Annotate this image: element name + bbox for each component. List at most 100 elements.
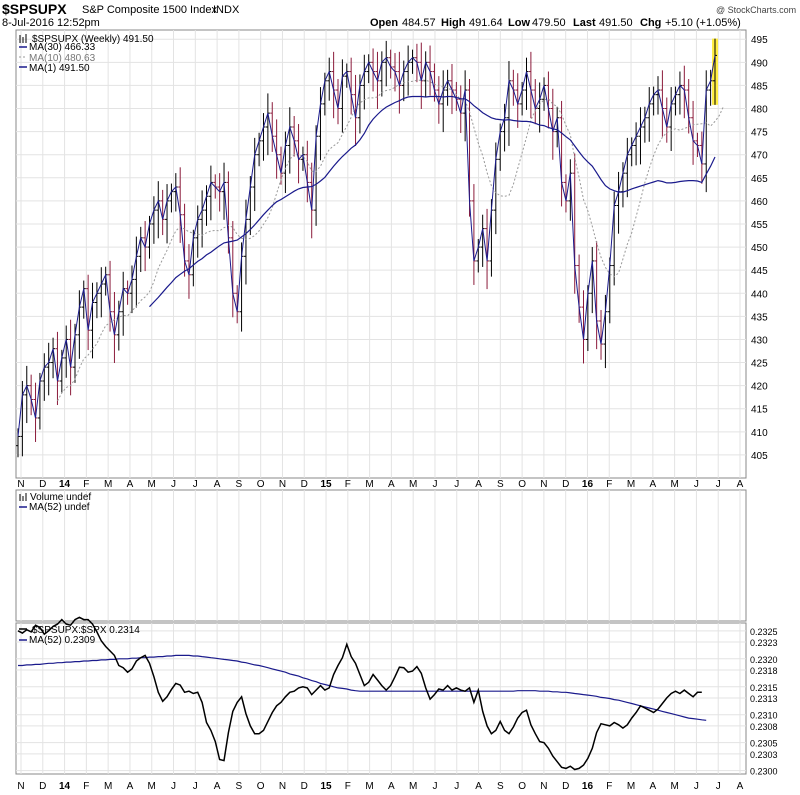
ratio-y-tick: 0.2303 [750, 750, 778, 760]
price-y-tick: 475 [751, 128, 768, 139]
x-tick-label: 16 [582, 781, 594, 792]
x-tick-label: N [279, 781, 286, 792]
price-y-tick: 405 [751, 451, 768, 462]
x-tick-label: N [17, 479, 24, 490]
price-y-tick: 490 [751, 58, 768, 69]
x-tick-label: 16 [582, 479, 594, 490]
price-panel [15, 29, 747, 479]
x-tick-label: 14 [59, 479, 71, 490]
price-x-axis: N D 14 F M A M J J A S O N D 15 F M A M J J A S O N D 16 F M A M J J A [17, 479, 743, 490]
x-tick-label: A [214, 479, 221, 490]
watermark: @ StockCharts.com [716, 5, 796, 15]
x-tick-label: J [716, 781, 721, 792]
ma1-line [17, 55, 716, 437]
price-y-tick: 495 [751, 35, 768, 46]
x-tick-label: D [39, 479, 46, 490]
x-tick-label: M [104, 479, 112, 490]
price-bar [713, 38, 717, 105]
legend-volume-ma-label: MA(52) undef [29, 502, 90, 513]
x-tick-label: J [193, 479, 198, 490]
price-grid [16, 30, 746, 774]
legend-volume-icon [19, 493, 27, 501]
price-y-axis: 405 410 415 420 425 430 435 440 445 450 455 460 465 4… [751, 35, 768, 462]
ratio-panel [15, 622, 747, 775]
x-tick-label: D [39, 781, 46, 792]
x-tick-label: O [518, 781, 526, 792]
price-y-tick: 410 [751, 428, 768, 439]
ratio-y-axis: 0.23000.23030.23050.23080.23100.23130.23… [750, 627, 778, 777]
price-y-tick: 480 [751, 105, 768, 116]
open-label: Open [370, 17, 398, 29]
x-tick-label: 15 [320, 479, 332, 490]
x-tick-label: A [127, 781, 134, 792]
x-tick-label: O [257, 479, 265, 490]
ratio-y-tick: 0.2320 [750, 655, 778, 665]
x-tick-label: D [562, 479, 569, 490]
x-tick-label: D [301, 781, 308, 792]
x-tick-label: S [497, 479, 504, 490]
ratio-y-tick: 0.2310 [750, 711, 778, 721]
x-tick-label: S [236, 781, 243, 792]
x-tick-label: O [257, 781, 265, 792]
x-tick-label: F [606, 781, 612, 792]
volume-legend: Volume undef MA(52) undef [19, 492, 91, 513]
x-tick-label: N [279, 479, 286, 490]
x-tick-label: M [148, 479, 156, 490]
price-y-tick: 455 [751, 220, 768, 231]
price-y-tick: 430 [751, 335, 768, 346]
legend-ma10-label: MA(10) 480.63 [29, 53, 96, 64]
x-tick-label: F [83, 479, 89, 490]
x-tick-label: A [475, 781, 482, 792]
legend-ratio-label: $SPSUPX:$SPX 0.2314 [32, 625, 140, 636]
ratio-y-tick: 0.2308 [750, 722, 778, 732]
x-tick-label: J [171, 781, 176, 792]
last-label: Last [573, 17, 596, 29]
x-tick-label: A [388, 479, 395, 490]
x-tick-label: M [365, 479, 373, 490]
legend-bars-icon [19, 34, 27, 43]
x-tick-label: N [540, 479, 547, 490]
x-tick-label: M [670, 479, 678, 490]
exchange-label: INDX [213, 4, 240, 16]
x-tick-label: A [475, 479, 482, 490]
legend-ma30-label: MA(30) 466.33 [29, 42, 96, 53]
legend-ratio-ma-label: MA(52) 0.2309 [29, 635, 96, 646]
x-tick-label: A [127, 479, 134, 490]
ratio-y-tick: 0.2318 [750, 666, 778, 676]
x-tick-label: O [518, 479, 526, 490]
price-y-tick: 425 [751, 359, 768, 370]
index-name: S&P Composite 1500 Index [82, 4, 217, 16]
high-value: 491.64 [469, 17, 503, 29]
x-tick-label: M [627, 781, 635, 792]
x-tick-label: J [454, 781, 459, 792]
ratio-legend: $SPSUPX:$SPX 0.2314 MA(52) 0.2309 [19, 625, 140, 646]
x-tick-label: J [454, 479, 459, 490]
x-tick-label: M [627, 479, 635, 490]
price-y-tick: 450 [751, 243, 768, 254]
x-tick-label: M [409, 781, 417, 792]
x-tick-label: J [432, 781, 437, 792]
high-label: High [441, 17, 466, 29]
ratio-y-tick: 0.2300 [750, 767, 778, 777]
ratio-y-tick: 0.2313 [750, 694, 778, 704]
x-tick-label: J [171, 479, 176, 490]
x-tick-label: M [409, 479, 417, 490]
x-tick-label: J [432, 479, 437, 490]
price-legend: $SPSUPX (Weekly) 491.50 MA(30) 466.33 MA… [19, 34, 154, 74]
x-tick-label: M [670, 781, 678, 792]
price-y-tick: 460 [751, 197, 768, 208]
x-tick-label: N [540, 781, 547, 792]
low-label: Low [508, 17, 530, 29]
x-tick-label: A [214, 781, 221, 792]
quote-line: Open 484.57 High 491.64 Low 479.50 Last … [370, 17, 741, 29]
x-tick-label: S [497, 781, 504, 792]
x-tick-label: A [650, 479, 657, 490]
price-y-tick: 415 [751, 405, 768, 416]
x-tick-label: A [388, 781, 395, 792]
chg-value: +5.10 (+1.05%) [665, 17, 741, 29]
low-value: 479.50 [532, 17, 566, 29]
ratio-line [17, 616, 702, 771]
x-tick-label: M [365, 781, 373, 792]
x-tick-label: 15 [320, 781, 332, 792]
